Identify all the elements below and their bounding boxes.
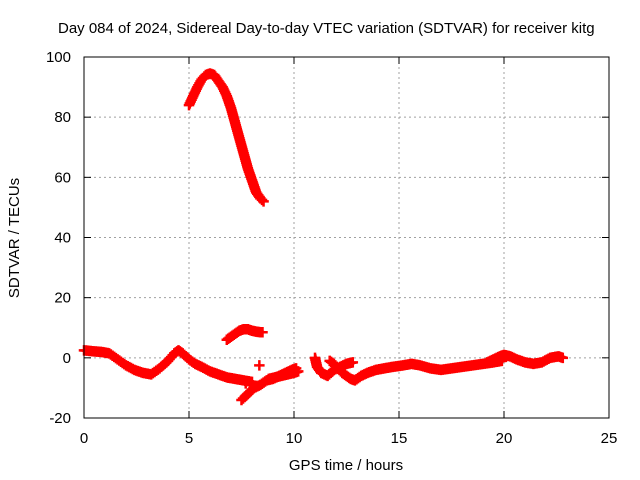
y-tick-label: -20	[49, 410, 71, 427]
chart-title: Day 084 of 2024, Sidereal Day-to-day VTE…	[58, 20, 595, 37]
data-point	[257, 327, 268, 338]
y-tick-label: 60	[54, 169, 71, 186]
x-axis-label: GPS time / hours	[289, 457, 403, 474]
series-baseline-a	[78, 345, 258, 388]
x-tick-label: 15	[391, 430, 408, 447]
series-upper-arc	[183, 68, 269, 207]
x-tick-label: 10	[286, 430, 303, 447]
y-axis-label: SDTVAR / TECUs	[6, 178, 23, 298]
x-tick-label: 25	[601, 430, 618, 447]
series-baseline-e	[324, 355, 508, 386]
y-tick-label: 80	[54, 109, 71, 126]
y-tick-label: 100	[46, 49, 71, 66]
data-point	[557, 352, 569, 364]
y-tick-label: 0	[63, 350, 71, 367]
y-tick-label: 20	[54, 290, 71, 307]
series-baseline-c	[263, 366, 304, 385]
data-point	[240, 378, 251, 389]
x-tick-label: 5	[185, 430, 193, 447]
series-baseline-f	[481, 349, 569, 370]
y-tick-label: 40	[54, 230, 71, 247]
series-isolated-points	[240, 360, 265, 389]
data-point	[347, 357, 359, 368]
series-mid-arc	[221, 324, 268, 346]
tick-labels: 0 5 10 15 20 25 -20 0 20 40 60 80 100	[46, 49, 617, 447]
data-point	[258, 196, 269, 207]
data-point	[292, 366, 304, 377]
data-layer	[78, 68, 569, 406]
ticks	[83, 56, 610, 419]
x-tick-label: 20	[496, 430, 513, 447]
x-tick-label: 0	[80, 430, 88, 447]
data-point	[254, 360, 265, 371]
